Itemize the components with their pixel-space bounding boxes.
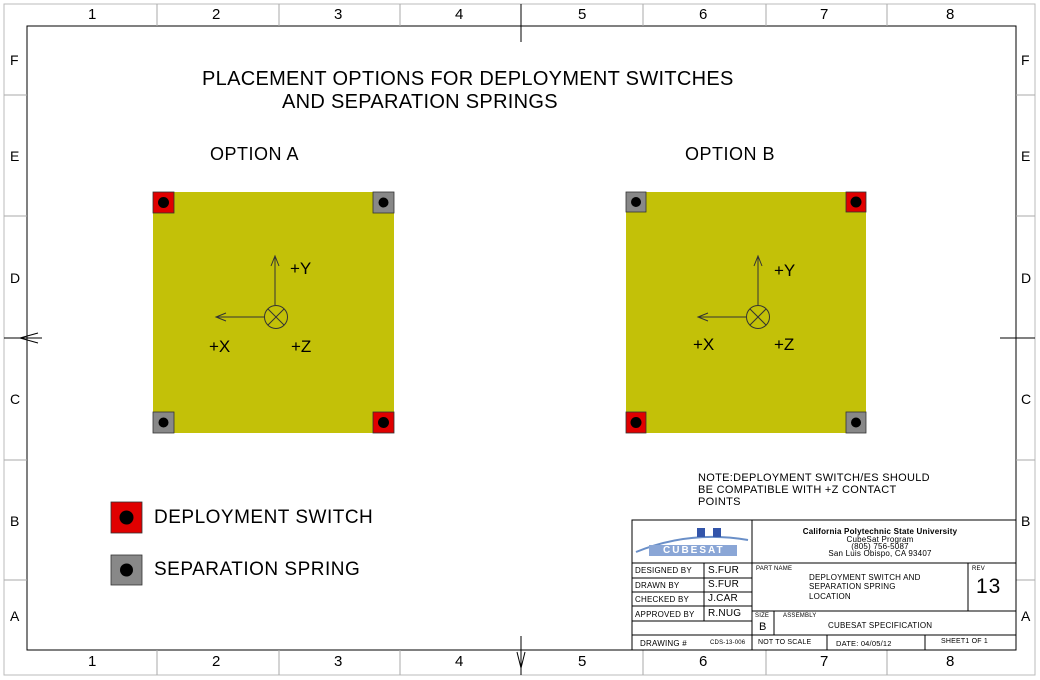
axis-z-label: +Z — [774, 335, 795, 354]
sheet-value: SHEET1 OF 1 — [941, 638, 988, 645]
column-label: 1 — [88, 6, 97, 23]
column-label: 5 — [578, 653, 587, 670]
drawn-by-value: S.FUR — [708, 579, 739, 590]
column-label: 8 — [946, 6, 955, 23]
title-block — [631, 519, 1017, 651]
legend-swatches — [110, 501, 143, 586]
cubesat-logo-graphic — [635, 528, 749, 556]
column-label: 4 — [455, 653, 464, 670]
checked-by-label: CHECKED BY — [635, 595, 690, 604]
size-value: B — [759, 621, 767, 633]
checked-by-value: J.CAR — [708, 593, 738, 604]
approved-by-label: APPROVED BY — [635, 610, 695, 619]
axis-x-label: +X — [209, 337, 231, 356]
column-label: 2 — [212, 6, 221, 23]
outer-frame — [3, 3, 1036, 676]
row-label: B — [10, 513, 20, 529]
centering-marks — [4, 4, 1035, 675]
part-name-line: SEPARATION SPRING — [809, 582, 896, 591]
legend-separation-spring: SEPARATION SPRING — [154, 559, 361, 580]
column-label: 3 — [334, 6, 343, 23]
rev-label: REV — [972, 566, 985, 572]
column-label: 2 — [212, 653, 221, 670]
scale-value: NOT TO SCALE — [758, 639, 812, 646]
designed-by-value: S.FUR — [708, 565, 739, 576]
size-label: SIZE — [755, 613, 770, 619]
row-label: E — [10, 148, 20, 164]
assembly-value: CUBESAT SPECIFICATION — [828, 621, 933, 630]
axis-y-label: +Y — [774, 261, 796, 280]
row-label: C — [1021, 391, 1032, 407]
panel-face — [153, 192, 394, 433]
legend-deployment-switch: DEPLOYMENT SWITCH — [154, 507, 374, 528]
row-label: E — [1021, 148, 1031, 164]
column-label: 1 — [88, 653, 97, 670]
axis-z-label: +Z — [291, 337, 312, 356]
axis-triad — [696, 254, 770, 329]
row-label: A — [10, 608, 20, 624]
row-label: D — [1021, 270, 1032, 286]
column-label: 3 — [334, 653, 343, 670]
column-label: 5 — [578, 6, 587, 23]
row-label: F — [1021, 52, 1030, 68]
institution-program: CubeSat Program — [846, 535, 914, 544]
drawing-number-value: CDS-13-006 — [710, 640, 746, 646]
row-label: F — [10, 52, 19, 68]
rev-value: 13 — [976, 575, 1002, 598]
row-label: C — [10, 391, 21, 407]
column-label: 7 — [820, 6, 829, 23]
date-value: DATE: 04/05/12 — [836, 639, 892, 648]
option-a-panel — [152, 191, 395, 434]
institution-phone: (805) 756-5087 — [851, 542, 909, 551]
column-label: 4 — [455, 6, 464, 23]
axis-y-label: +Y — [290, 259, 312, 278]
column-label: 6 — [699, 6, 708, 23]
cubesat-logo-text: CUBESAT — [663, 545, 725, 556]
drawing-number-label: DRAWING # — [640, 639, 687, 648]
axis-triad — [214, 254, 288, 329]
panel-face — [626, 192, 866, 433]
note-line: BE COMPATIBLE WITH +Z CONTACT — [698, 484, 897, 496]
institution-address: San Luis Obispo, CA 93407 — [828, 549, 932, 558]
note-line: POINTS — [698, 496, 741, 508]
row-label: A — [1021, 608, 1031, 624]
zone-ticks — [4, 4, 1035, 675]
part-name-line: DEPLOYMENT SWITCH AND — [809, 573, 921, 582]
assembly-label: ASSEMBLY — [783, 613, 817, 619]
column-label: 7 — [820, 653, 829, 670]
column-label: 8 — [946, 653, 955, 670]
option-a-label: OPTION A — [210, 144, 300, 164]
designed-by-label: DESIGNED BY — [635, 566, 692, 575]
axis-x-label: +X — [693, 335, 715, 354]
row-label: B — [1021, 513, 1031, 529]
option-b-panel — [625, 191, 867, 434]
drawing-title-line1: PLACEMENT OPTIONS FOR DEPLOYMENT SWITCHE… — [202, 68, 734, 90]
approved-by-value: R.NUG — [708, 608, 742, 619]
institution-name: California Polytechnic State University — [802, 527, 958, 536]
part-name-line: LOCATION — [809, 592, 851, 601]
part-name-label: PART NAME — [756, 566, 793, 572]
option-b-label: OPTION B — [685, 144, 776, 164]
column-label: 6 — [699, 653, 708, 670]
note-line: NOTE:DEPLOYMENT SWITCH/ES SHOULD — [698, 472, 930, 484]
row-label: D — [10, 270, 21, 286]
drawing-title-line2: AND SEPARATION SPRINGS — [282, 91, 558, 113]
drawn-by-label: DRAWN BY — [635, 581, 680, 590]
